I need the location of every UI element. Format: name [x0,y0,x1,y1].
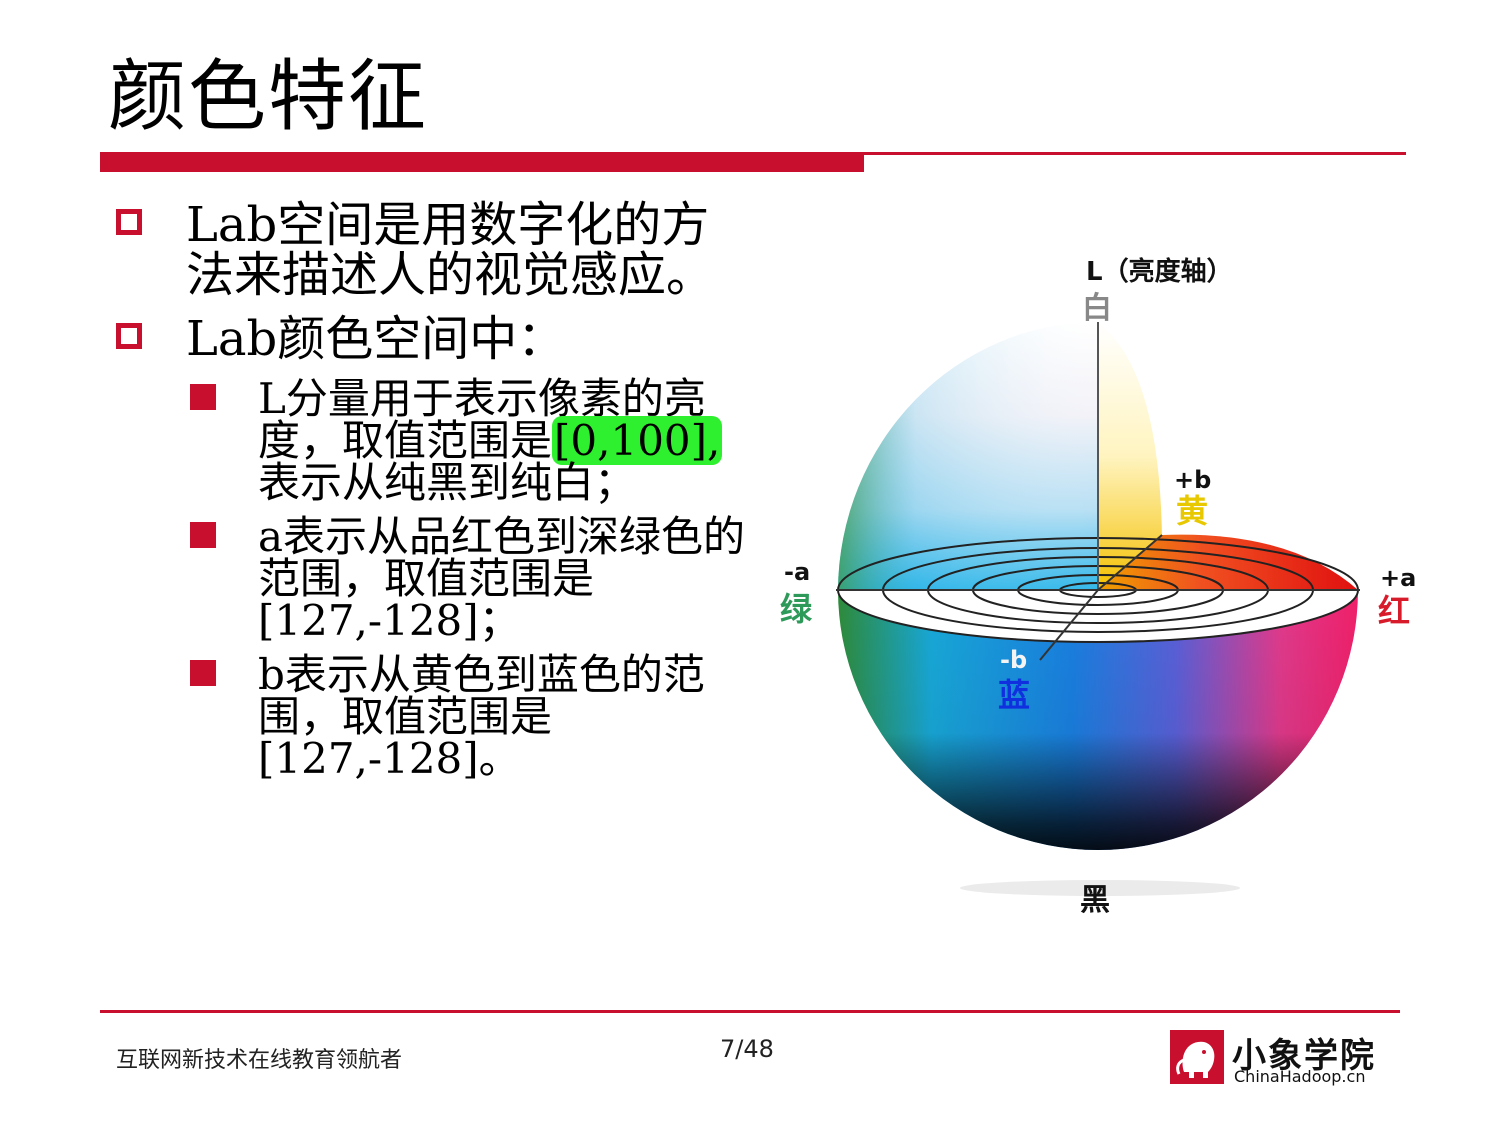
bullet-item: Lab空间是用数字化的方法来描述人的视觉感应。 [110,200,750,300]
elephant-logo-icon [1170,1030,1224,1084]
filled-square-bullet-icon [190,384,216,410]
highlighted-range: [0,100], [552,416,723,465]
footer-divider [100,1010,1400,1013]
bullet-text: Lab颜色空间中： [186,311,566,367]
green-label: 绿 [780,590,813,628]
bullet-list: Lab空间是用数字化的方法来描述人的视觉感应。 Lab颜色空间中： L分量用于表… [110,200,750,792]
red-label: 红 [1378,592,1410,630]
bullet-item: Lab颜色空间中： [110,314,750,364]
minus-a-label: -a [784,558,810,586]
hollow-square-bullet-icon [116,323,142,349]
bullet-text: Lab空间是用数字化的方法来描述人的视觉感应。 [186,197,715,303]
white-label: 白 [1082,291,1112,326]
sub-bullet-text: b表示从黄色到蓝色的范围，取值范围是[127,-128]。 [258,650,705,783]
sub-bullet-text: a表示从品红色到深绿色的范围，取值范围是[127,-128]； [258,512,746,645]
title-underline-accent [100,154,864,172]
hollow-square-bullet-icon [116,209,142,235]
filled-square-bullet-icon [190,522,216,548]
plus-a-label: +a [1380,564,1416,592]
footer-slogan: 互联网新技术在线教育领航者 [116,1048,403,1073]
black-label: 黑 [1080,883,1110,918]
lab-color-sphere-diagram: L（亮度轴） 白 +b 黄 -a 绿 +a 红 -b 蓝 黑 [770,250,1430,930]
logo: 小象学院 ChinaHadoop.cn [1170,1030,1390,1086]
slide-title: 颜色特征 [108,52,429,142]
title-underline [100,152,1406,155]
sub-bullet-text-before: L分量用于表示像素的亮度，取值范围是 [258,374,706,465]
sub-bullet-item: a表示从品红色到深绿色的范围，取值范围是[127,-128]； [110,516,750,642]
sub-bullet-item: L分量用于表示像素的亮度，取值范围是[0,100],表示从纯黑到纯白； [110,378,750,504]
minus-b-label: -b [1000,646,1027,674]
plus-b-label: +b [1174,466,1211,494]
sub-bullet-item: b表示从黄色到蓝色的范围，取值范围是[127,-128]。 [110,654,750,780]
logo-text-en: ChinaHadoop.cn [1234,1067,1366,1086]
sub-bullet-text-after: 表示从纯黑到纯白； [258,458,637,507]
yellow-label: 黄 [1176,492,1208,530]
filled-square-bullet-icon [190,660,216,686]
l-axis-label: L（亮度轴） [1086,256,1233,287]
blue-label: 蓝 [998,676,1030,714]
page-number: 7/48 [720,1035,774,1063]
logo-text-cn: 小象学院 [1232,1036,1376,1076]
